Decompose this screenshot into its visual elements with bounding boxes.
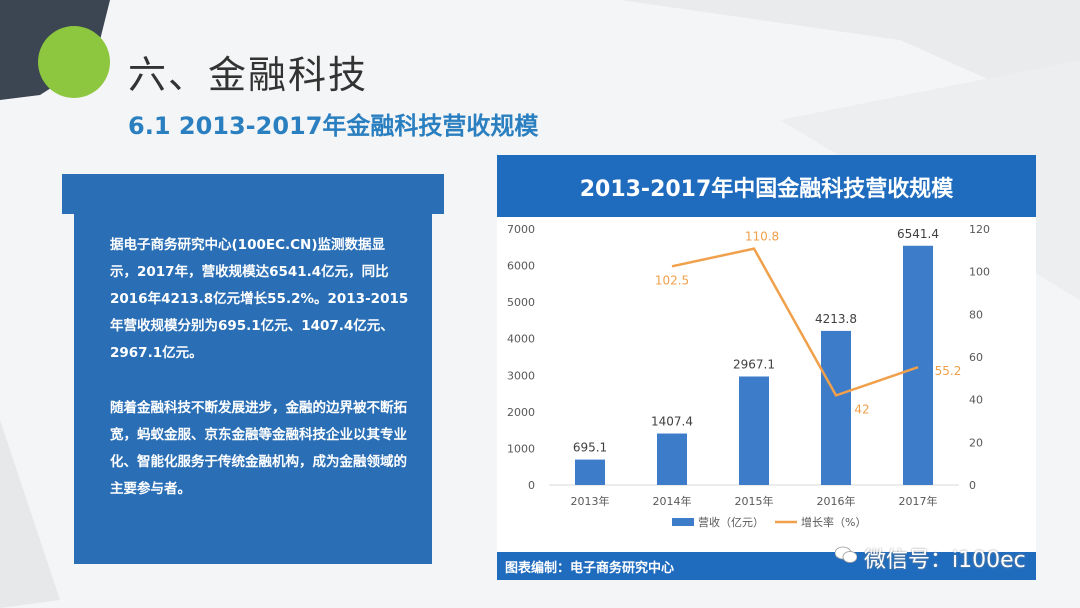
y2-tick-label: 40 <box>969 394 983 407</box>
chart-frame: 2013-2017年中国金融科技营收规模 0 1000 2000 3000 4000 50… <box>497 155 1036 580</box>
y-tick-label: 1000 <box>507 442 535 455</box>
line-data-label: 102.5 <box>655 273 689 287</box>
line-data-label: 42 <box>854 402 869 416</box>
page-subtitle: 6.1 2013-2017年金融科技营收规模 <box>128 112 539 140</box>
panel-content: 据电子商务研究中心(100EC.CN)监测数据显示，2017年，营收规模达654… <box>110 232 410 531</box>
bar <box>657 433 687 485</box>
chart-title: 2013-2017年中国金融科技营收规模 <box>579 177 954 202</box>
y-tick-label: 2000 <box>507 406 535 419</box>
chart-source: 图表编制：电子商务研究中心 <box>505 561 675 576</box>
growth-line <box>671 247 919 397</box>
line-data-label: 110.8 <box>745 230 779 244</box>
wechat-icon <box>835 546 857 563</box>
x-tick-label: 2017年 <box>899 494 938 508</box>
bar-data-label: 695.1 <box>573 441 607 455</box>
y-tick-label: 5000 <box>507 296 535 309</box>
y2-tick-label: 100 <box>969 266 990 279</box>
bar-data-label: 2967.1 <box>733 357 775 371</box>
chart-title-bar: 2013-2017年中国金融科技营收规模 <box>497 155 1036 217</box>
y2-tick-label: 60 <box>969 351 983 364</box>
bar-data-label: 6541.4 <box>897 227 939 241</box>
x-tick-label: 2015年 <box>735 494 774 508</box>
bar <box>903 245 933 485</box>
panel-paragraph-1: 据电子商务研究中心(100EC.CN)监测数据显示，2017年，营收规模达654… <box>110 237 409 361</box>
chart: 0 1000 2000 3000 4000 5000 6000 7000 0 20 40 60 80 10… <box>507 223 990 529</box>
text-panel: 据电子商务研究中心(100EC.CN)监测数据显示，2017年，营收规模达654… <box>62 174 444 564</box>
panel-paragraph-2: 随着金融科技不断发展进步，金融的边界被不断拓宽，蚂蚁金服、京东金融等金融科技企业… <box>110 400 407 497</box>
y-tick-label: 3000 <box>507 369 535 382</box>
y-tick-label: 0 <box>528 479 535 492</box>
legend-swatch-bar <box>672 518 694 526</box>
line-data-label: 55.2 <box>935 364 962 378</box>
bar <box>821 330 851 485</box>
bar <box>739 376 769 485</box>
legend-label-line: 增长率（%） <box>801 515 866 529</box>
y2-tick-label: 0 <box>969 479 976 492</box>
bar-data-label: 1407.4 <box>651 415 693 429</box>
y2-tick-label: 20 <box>969 436 983 449</box>
y-tick-label: 7000 <box>507 223 535 236</box>
y2-tick-label: 120 <box>969 223 990 236</box>
x-tick-label: 2013年 <box>571 494 610 508</box>
watermark: 微信号：i100ec <box>864 548 1026 573</box>
page-title: 六、金融科技 <box>128 53 369 97</box>
bar <box>575 459 605 485</box>
y-tick-label: 4000 <box>507 333 535 346</box>
panel-shape <box>62 174 444 564</box>
y2-tick-label: 80 <box>969 308 983 321</box>
chart-footer: 图表编制：电子商务研究中心 <box>497 552 1036 580</box>
y-tick-label: 6000 <box>507 260 535 273</box>
bar-data-label: 4213.8 <box>815 312 857 326</box>
x-tick-label: 2016年 <box>817 494 856 508</box>
x-tick-label: 2014年 <box>653 494 692 508</box>
legend-label-bar: 营收（亿元） <box>698 515 764 529</box>
